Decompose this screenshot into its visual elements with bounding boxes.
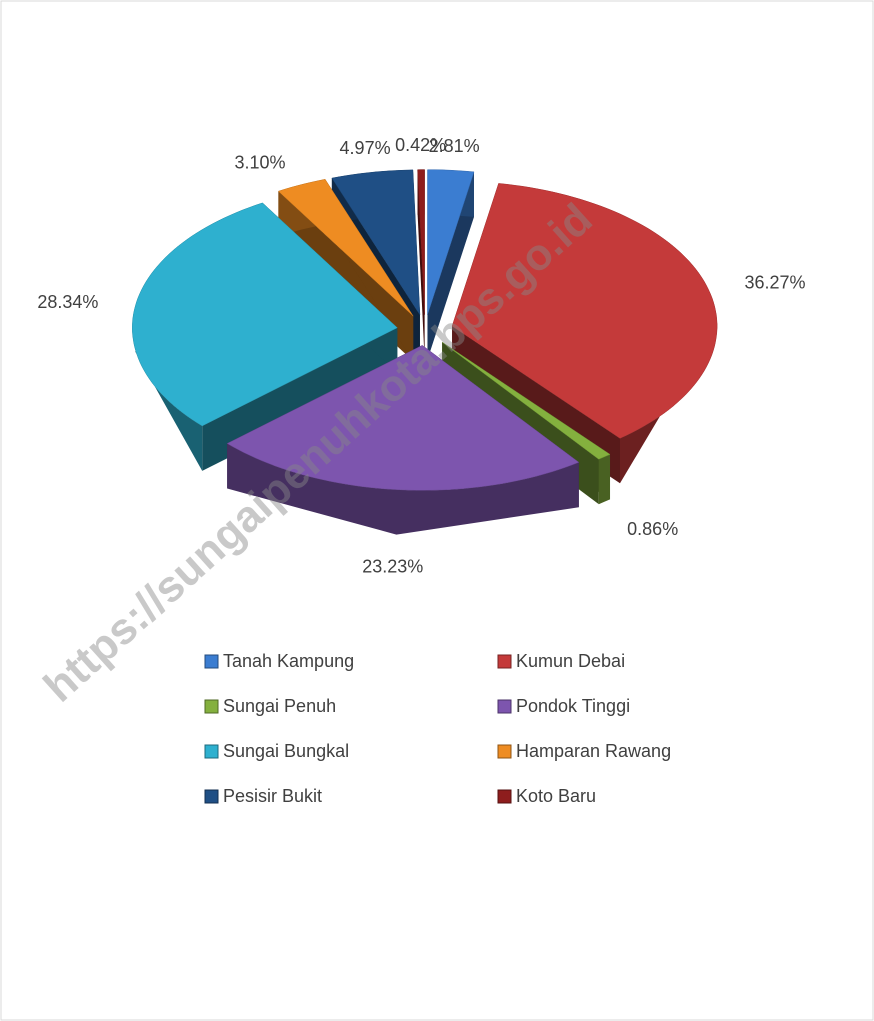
legend-swatch: [204, 654, 219, 669]
slice-group: [417, 169, 425, 360]
legend: Tanah Kampung Kumun Debai Sungai Penuh Pond…: [204, 651, 671, 806]
legend-swatch: [497, 699, 512, 714]
slice: [427, 169, 475, 315]
pie: 2.81% 36.27% 0.86% 23.23% 28.34% 3.10% 4.97% 0.…: [37, 135, 805, 576]
slice-side: [227, 443, 579, 535]
legend-swatch: [497, 744, 512, 759]
data-label: 4.97%: [340, 138, 391, 158]
legend-swatch: [204, 789, 219, 804]
data-label: 23.23%: [362, 556, 423, 576]
legend-label: Hamparan Rawang: [516, 741, 671, 761]
slice-side: [427, 171, 475, 360]
slice: [451, 183, 718, 439]
legend-label: Pondok Tinggi: [516, 696, 630, 716]
data-label: 28.34%: [37, 292, 98, 312]
legend-swatch: [204, 744, 219, 759]
slice-side: [417, 169, 425, 360]
legend-swatch: [497, 789, 512, 804]
legend-swatch: [497, 654, 512, 669]
legend-swatch: [204, 699, 219, 714]
data-label: 0.86%: [627, 519, 678, 539]
slice-side: [598, 454, 610, 505]
slice: [277, 179, 414, 317]
slice: [226, 345, 580, 491]
data-label: 3.10%: [235, 152, 286, 172]
legend-label: Pesisir Bukit: [223, 786, 322, 806]
slice: [331, 169, 421, 316]
slice-group: [132, 202, 398, 471]
legend-label: Koto Baru: [516, 786, 596, 806]
slice: [441, 341, 611, 460]
slice-group: [427, 169, 475, 360]
data-label: 36.27%: [744, 272, 805, 292]
legend-label: Sungai Bungkal: [223, 741, 349, 761]
data-label: 0.42%: [395, 135, 446, 155]
slice-group: [226, 345, 580, 535]
legend-label: Sungai Penuh: [223, 696, 336, 716]
slice: [132, 202, 398, 427]
legend-label: Kumun Debai: [516, 651, 625, 671]
legend-label: Tanah Kampung: [223, 651, 354, 671]
data-label: 2.81%: [429, 136, 480, 156]
slice: [417, 169, 425, 315]
